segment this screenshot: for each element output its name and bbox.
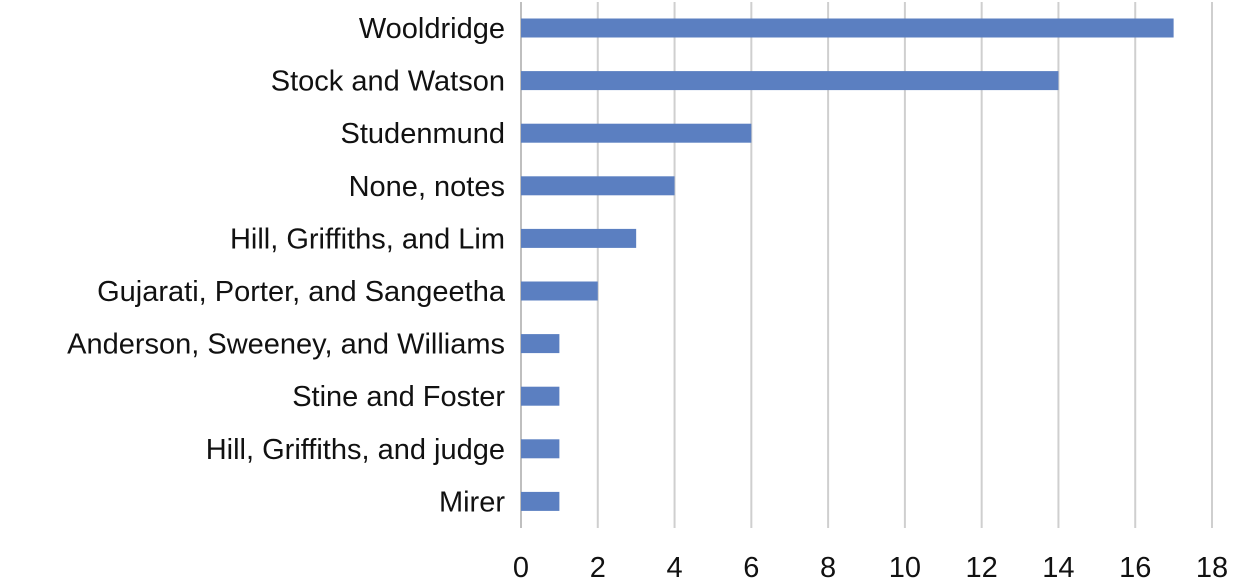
- x-tick-label: 14: [1042, 552, 1074, 584]
- x-tick-labels: 0 2 4 6 8 10 12 14 16 18: [513, 552, 1228, 584]
- bar: [521, 176, 675, 196]
- x-tick-label: 4: [666, 552, 682, 584]
- bar: [521, 386, 560, 406]
- x-tick-label: 6: [743, 552, 759, 584]
- category-label: Stock and Watson: [271, 66, 505, 98]
- category-label: Studenmund: [341, 118, 505, 150]
- bar: [521, 491, 560, 511]
- category-label: Hill, Griffiths, and Lim: [230, 223, 505, 255]
- bar: [521, 71, 1059, 91]
- category-label: Stine and Foster: [292, 381, 505, 413]
- x-tick-label: 18: [1196, 552, 1228, 584]
- bar: [521, 281, 598, 301]
- x-tick-label: 8: [820, 552, 836, 584]
- x-tick-label: 0: [513, 552, 529, 584]
- bar: [521, 228, 637, 248]
- x-tick-label: 10: [889, 552, 921, 584]
- bar: [521, 123, 752, 143]
- bar-layer: [521, 18, 1174, 511]
- x-tick-label: 12: [966, 552, 998, 584]
- bar: [521, 439, 560, 459]
- category-label: Wooldridge: [359, 13, 505, 45]
- category-label: Anderson, Sweeney, and Williams: [67, 329, 505, 361]
- category-label: None, notes: [349, 171, 505, 203]
- bar: [521, 334, 560, 354]
- bar: [521, 18, 1174, 38]
- category-label: Hill, Griffiths, and judge: [206, 434, 505, 466]
- x-tick-label: 16: [1119, 552, 1151, 584]
- category-label: Gujarati, Porter, and Sangeetha: [97, 276, 506, 308]
- category-labels: Wooldridge Stock and Watson Studenmund None…: [67, 13, 506, 518]
- category-label: Mirer: [439, 486, 505, 518]
- x-tick-label: 2: [590, 552, 606, 584]
